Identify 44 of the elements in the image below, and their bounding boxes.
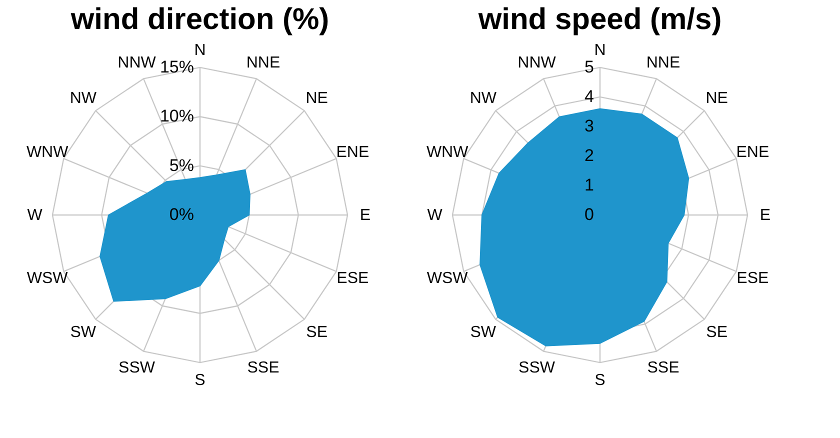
spoke-label: W: [27, 207, 44, 224]
spoke-label: ENE: [336, 144, 370, 161]
spoke-label: SW: [470, 324, 497, 341]
spoke-label: NE: [306, 90, 328, 108]
y-tick-label: 0%: [169, 205, 194, 224]
y-tick-label: 5%: [169, 156, 194, 175]
spoke-label: E: [760, 207, 771, 224]
spoke-label: S: [594, 372, 606, 390]
spoke-label: NNW: [518, 54, 557, 72]
spoke-label: SE: [306, 324, 328, 341]
spoke-label: WNW: [426, 144, 470, 161]
spoke-label: WNW: [26, 144, 70, 161]
spoke-label: SE: [706, 324, 728, 341]
y-tick-label: 1: [584, 175, 594, 194]
spoke-label: SSE: [247, 360, 280, 377]
spoke-label: N: [594, 42, 606, 59]
spoke-label: ESE: [736, 270, 769, 288]
spoke-label: NE: [706, 90, 728, 108]
spoke-label: S: [194, 372, 206, 390]
y-tick-label: 0: [584, 205, 594, 224]
spoke-label: NW: [70, 90, 98, 108]
spoke-label: NW: [470, 90, 498, 108]
spoke-label: WSW: [26, 270, 69, 288]
spoke-label: SSW: [518, 360, 556, 377]
spoke-label: N: [194, 42, 206, 59]
spoke-label: W: [427, 207, 444, 224]
spoke-label: NNE: [646, 54, 680, 72]
spoke-label: NNW: [118, 54, 157, 72]
spoke-label: SSE: [647, 360, 680, 377]
spoke-label: SW: [70, 324, 97, 341]
spoke-label: ENE: [736, 144, 770, 161]
y-tick-label: 4: [584, 86, 594, 106]
spoke-label: WSW: [426, 270, 469, 288]
spoke-label: ESE: [336, 270, 369, 288]
spoke-label: SSW: [118, 360, 156, 377]
y-tick-label: 5: [584, 57, 594, 76]
spoke-label: E: [360, 207, 371, 224]
chart-title: wind speed (m/s): [477, 3, 722, 36]
y-tick-label: 3: [584, 116, 594, 136]
y-tick-label: 2: [584, 146, 594, 165]
spoke-label: NNE: [246, 54, 280, 72]
chart-title: wind direction (%): [70, 3, 330, 36]
y-tick-label: 10%: [160, 106, 194, 126]
y-tick-label: 15%: [160, 57, 194, 76]
